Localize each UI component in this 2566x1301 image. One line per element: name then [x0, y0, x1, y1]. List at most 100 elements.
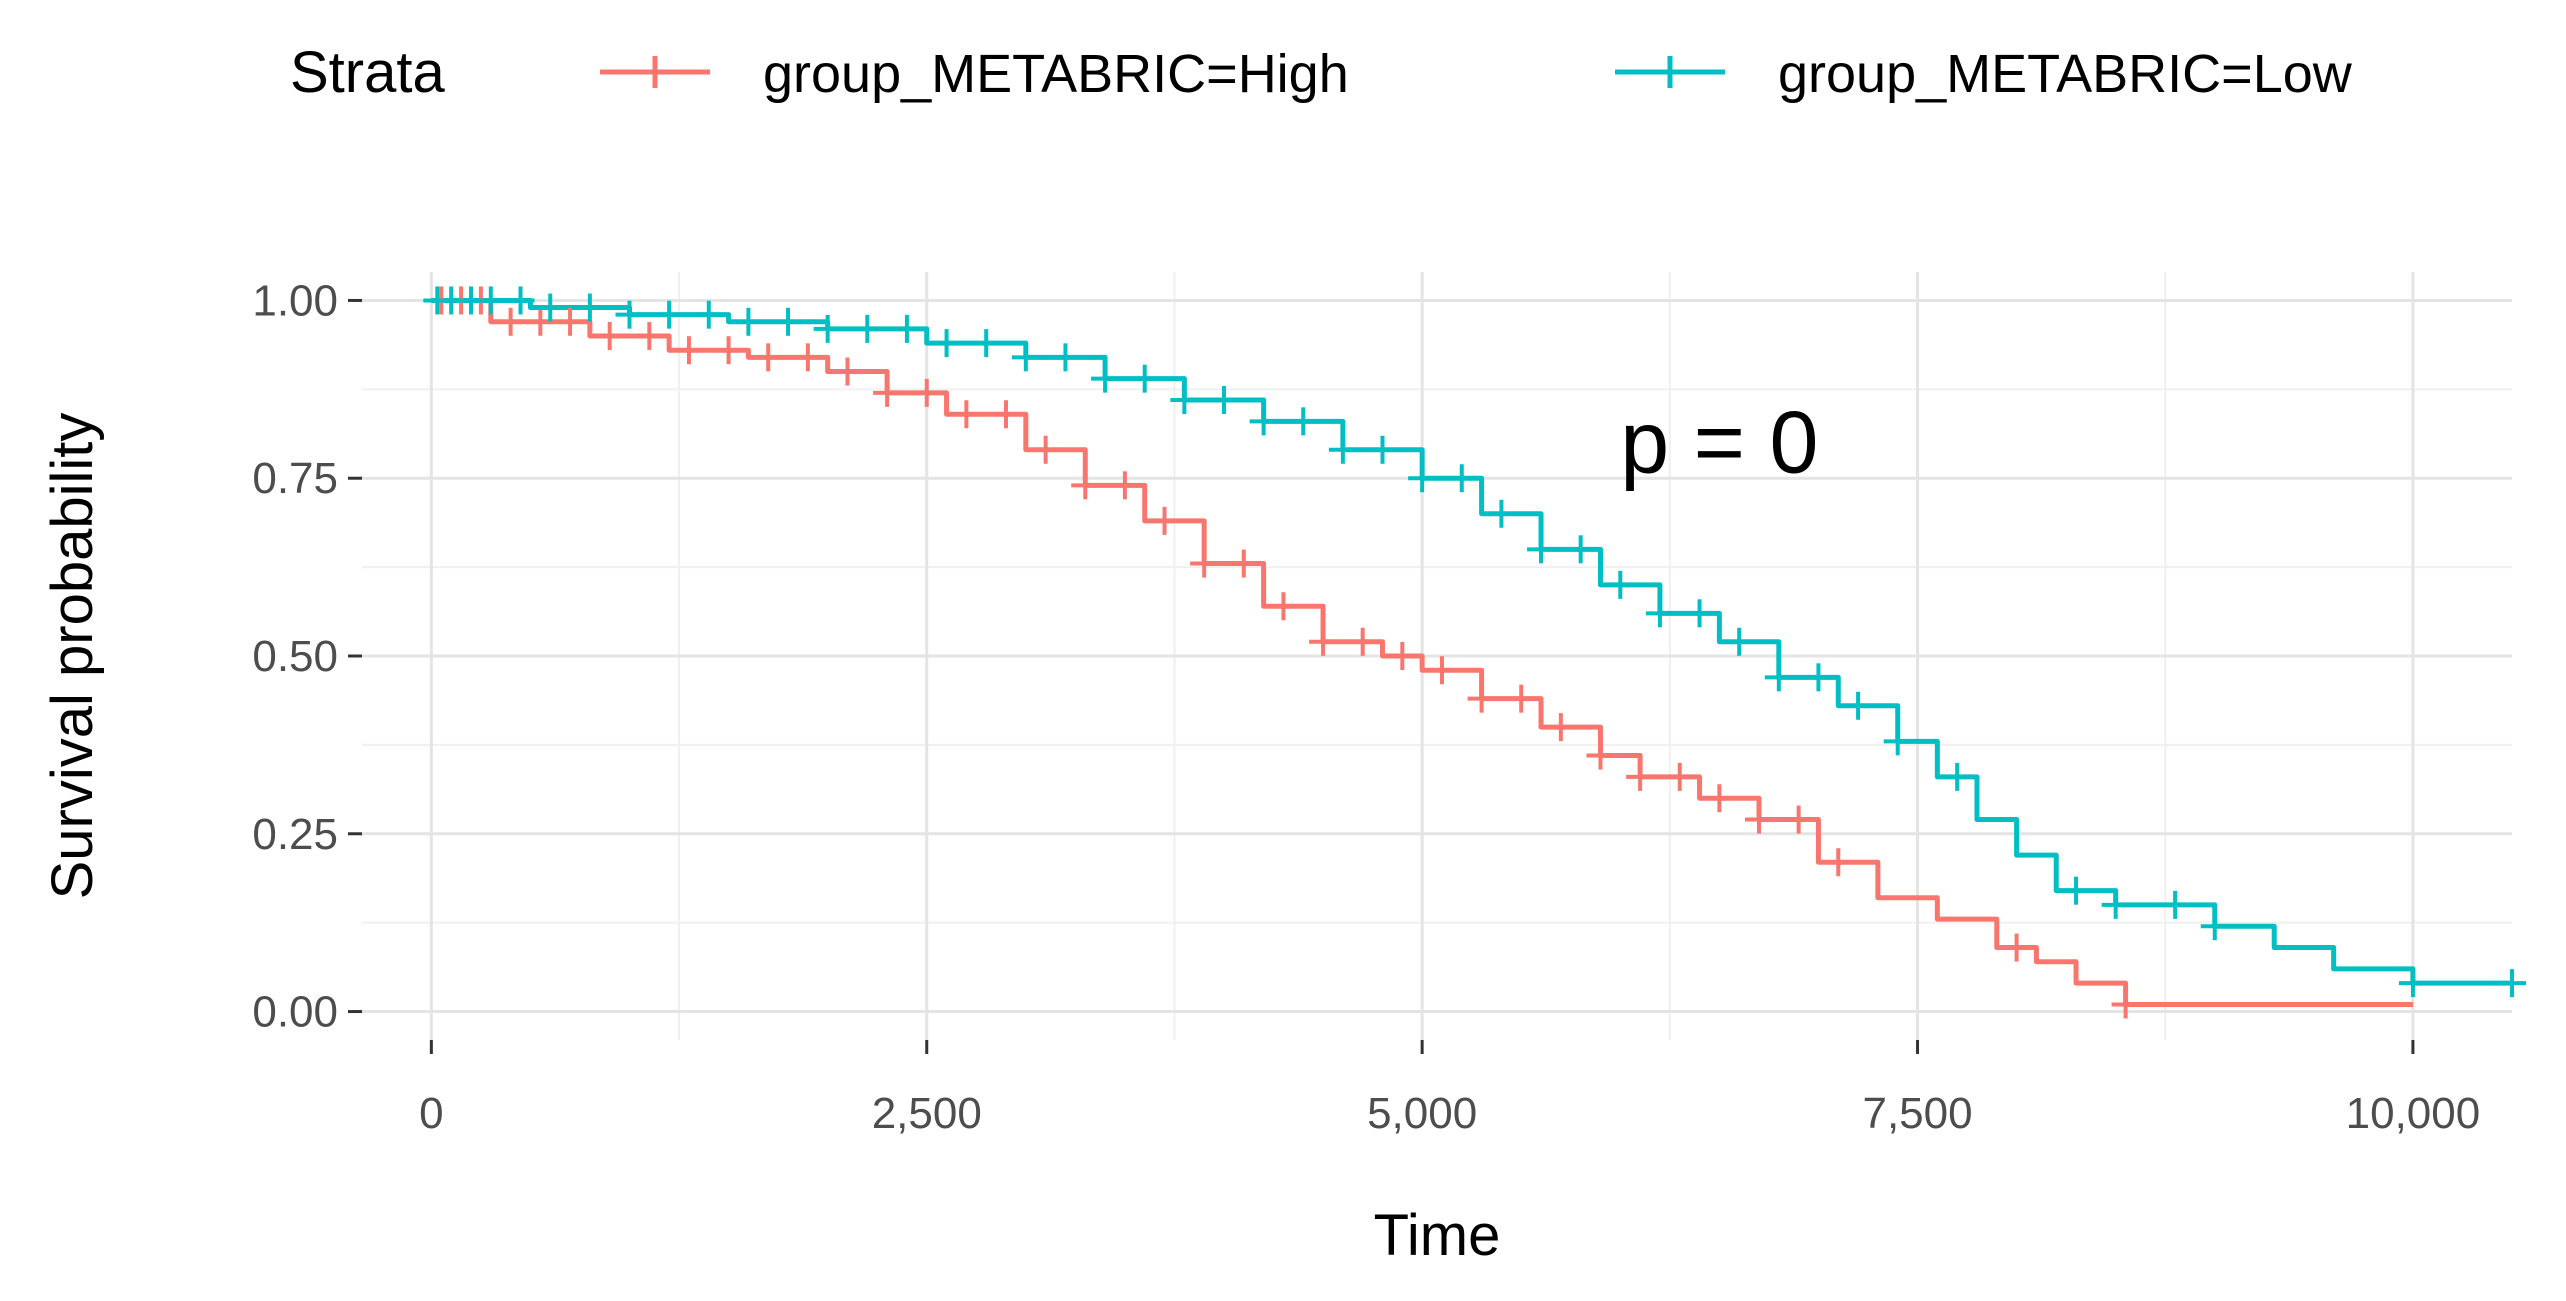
- censor-mark: [1388, 642, 1417, 670]
- censor-mark: [1150, 506, 1179, 535]
- x-tick-label: 7,500: [1862, 1089, 1972, 1138]
- censor-mark: [2101, 890, 2130, 919]
- censor-mark: [892, 314, 921, 343]
- y-axis: 0.00 0.25 0.50 0.75 1.00: [252, 276, 362, 1037]
- legend-label: group_METABRIC=Low: [1778, 44, 2353, 104]
- censor-mark: [2200, 912, 2229, 941]
- x-axis-title: Time: [1374, 1203, 1501, 1268]
- censor-mark: [1645, 599, 1674, 628]
- legend-entry-low: group_METABRIC=Low: [1615, 44, 2353, 104]
- censor-mark: [1190, 549, 1219, 578]
- censor-mark: [1130, 364, 1159, 393]
- censor-mark: [635, 322, 664, 350]
- censor-mark: [1408, 464, 1437, 493]
- censor-mark: [793, 343, 822, 372]
- x-tick-label: 2,500: [872, 1089, 982, 1138]
- grid-major: [362, 272, 2512, 1040]
- y-axis-title: Survival probability: [40, 413, 105, 900]
- p-value-annotation: p = 0: [1620, 393, 1818, 492]
- censor-mark: [1011, 343, 1040, 372]
- censor-mark: [1427, 656, 1456, 685]
- censor-mark: [952, 400, 981, 429]
- censor-mark: [655, 300, 684, 329]
- censor-mark: [1943, 762, 1972, 791]
- censor-mark: [1844, 691, 1873, 720]
- censor-mark: [813, 314, 842, 343]
- censor-mark: [734, 307, 763, 336]
- censor-layer: [423, 286, 2526, 1019]
- y-tick-label: 0.00: [252, 988, 338, 1037]
- censor-mark: [1368, 435, 1397, 464]
- censor-mark: [833, 357, 862, 386]
- censor-mark: [1487, 499, 1516, 528]
- x-axis: 0 2,500 5,000 7,500 10,000: [419, 1040, 2480, 1138]
- censor-mark: [1527, 535, 1556, 564]
- censor-mark: [1348, 627, 1377, 656]
- censor-mark: [1507, 684, 1536, 713]
- censor-mark: [1328, 435, 1357, 464]
- censor-mark: [1685, 599, 1714, 628]
- censor-mark: [1170, 386, 1199, 414]
- censor-mark: [2161, 890, 2190, 919]
- censor-mark: [1764, 663, 1793, 692]
- censor-mark: [476, 286, 505, 315]
- censor-mark: [1546, 713, 1575, 742]
- censor-mark: [1824, 848, 1853, 877]
- censor-mark: [1606, 570, 1635, 599]
- censor-mark: [2002, 933, 2031, 962]
- legend: Strata group_METABRIC=High group_METABRIC…: [290, 40, 2353, 105]
- survival-curve-high: [431, 297, 2413, 1007]
- censor-mark: [496, 307, 525, 336]
- censor-mark: [1309, 627, 1338, 656]
- censor-mark: [2398, 969, 2427, 998]
- censor-mark: [2062, 876, 2091, 905]
- censor-mark: [754, 343, 783, 372]
- censor-mark: [1586, 741, 1615, 770]
- censor-mark: [1051, 343, 1080, 372]
- legend-entry-high: group_METABRIC=High: [600, 44, 1349, 104]
- censor-mark: [1467, 684, 1496, 713]
- censor-mark: [1804, 663, 1833, 692]
- censor-mark: [853, 314, 882, 343]
- censor-mark: [912, 378, 941, 407]
- legend-title: Strata: [290, 40, 445, 105]
- censor-mark: [972, 329, 1001, 358]
- censor-mark: [1031, 435, 1060, 464]
- censor-mark: [1665, 762, 1694, 791]
- censor-mark: [1883, 727, 1912, 756]
- censor-mark: [1626, 762, 1655, 791]
- censor-mark: [1229, 549, 1258, 578]
- censor-mark: [615, 300, 644, 329]
- censor-mark: [595, 322, 624, 350]
- censor-mark: [536, 293, 565, 322]
- censor-mark: [992, 400, 1021, 429]
- x-tick-label: 10,000: [2346, 1089, 2481, 1138]
- censor-mark: [575, 293, 604, 322]
- y-tick-label: 0.50: [252, 632, 338, 681]
- x-tick-label: 0: [419, 1089, 443, 1138]
- censor-mark: [1705, 784, 1734, 813]
- censor-mark: [1447, 464, 1476, 493]
- censor-mark: [932, 329, 961, 358]
- censor-mark: [1091, 364, 1120, 393]
- censor-mark: [694, 300, 723, 329]
- censor-mark: [1249, 407, 1278, 436]
- censor-mark: [1110, 471, 1139, 500]
- censor-mark: [1745, 805, 1774, 834]
- y-tick-label: 1.00: [252, 276, 338, 325]
- censor-mark: [1725, 627, 1754, 656]
- censor-mark: [873, 378, 902, 407]
- legend-label: group_METABRIC=High: [763, 44, 1349, 104]
- x-tick-label: 5,000: [1367, 1089, 1477, 1138]
- censor-mark: [1209, 386, 1238, 414]
- censor-mark: [674, 336, 703, 365]
- y-tick-label: 0.75: [252, 454, 338, 503]
- censor-mark: [714, 336, 743, 365]
- censor-mark: [526, 307, 555, 336]
- censor-mark: [1784, 805, 1813, 834]
- censor-mark: [774, 307, 803, 336]
- censor-mark: [1289, 407, 1318, 436]
- censor-mark: [2498, 969, 2526, 998]
- censor-mark: [556, 307, 585, 336]
